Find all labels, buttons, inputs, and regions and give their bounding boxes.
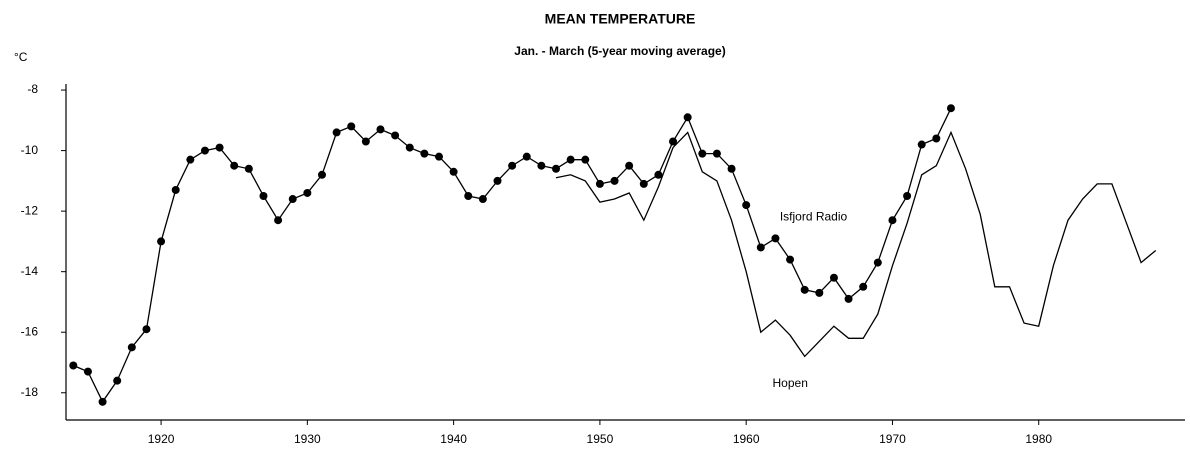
data-point [376,125,385,134]
data-point [391,131,400,140]
series-label: Hopen [773,376,808,390]
y-tick-label: -16 [21,324,39,338]
x-tick-label: 1930 [294,432,321,446]
data-point [69,361,78,370]
data-point [274,216,283,225]
data-point [420,149,429,158]
data-point [83,367,92,376]
data-point [873,258,882,267]
data-point [98,397,107,406]
data-point [552,164,561,173]
data-point [508,161,517,170]
data-point [361,137,370,146]
data-point [800,285,809,294]
data-point [669,137,678,146]
data-point [888,216,897,225]
data-point [347,122,356,131]
data-point [200,146,209,155]
data-point [317,170,326,179]
data-point [581,155,590,164]
data-point [186,155,195,164]
data-point [303,188,312,197]
data-point [537,161,546,170]
x-tick-label: 1950 [587,432,614,446]
y-tick-label: -8 [27,82,38,96]
data-point [113,376,122,385]
data-point [157,237,166,246]
data-point [449,167,458,176]
data-point [625,161,634,170]
y-tick-label: -10 [21,143,39,157]
x-tick-label: 1920 [148,432,175,446]
data-point [654,170,663,179]
data-point [756,243,765,252]
y-axis-label: °C [14,50,28,64]
series-label: Isfjord Radio [780,209,848,223]
data-point [493,176,502,185]
x-tick-label: 1980 [1025,432,1052,446]
data-point [932,134,941,143]
data-point [566,155,575,164]
data-point [815,288,824,297]
data-point [332,128,341,137]
data-point [127,343,136,352]
data-point [712,149,721,158]
data-point [829,273,838,282]
data-point [610,176,619,185]
data-point [844,294,853,303]
data-point [171,185,180,194]
data-point [405,143,414,152]
data-point [244,164,253,173]
data-point [142,325,151,334]
data-point [259,192,268,200]
data-point [771,234,780,243]
data-point [288,195,297,204]
y-tick-label: -14 [21,264,39,278]
series-line [555,130,1157,358]
data-point [464,192,473,200]
data-point [639,179,648,188]
x-tick-label: 1970 [879,432,906,446]
x-tick-label: 1960 [733,432,760,446]
y-tick-label: -18 [21,385,39,399]
data-point [917,140,926,149]
chart-subtitle: Jan. - March (5-year moving average) [514,44,725,58]
data-point [698,149,707,158]
chart-title: MEAN TEMPERATURE [545,11,696,27]
data-point [435,152,443,161]
data-point [478,195,487,204]
data-point [522,152,531,161]
data-point [595,179,604,188]
x-tick-label: 1940 [440,432,467,446]
data-point [946,104,955,113]
data-point [230,161,239,170]
data-point [215,143,224,152]
data-point [903,192,912,200]
data-point [683,113,692,122]
data-point [742,201,751,210]
y-tick-label: -12 [21,203,39,217]
data-point [727,164,736,173]
data-point [786,255,795,264]
data-point [859,282,868,291]
